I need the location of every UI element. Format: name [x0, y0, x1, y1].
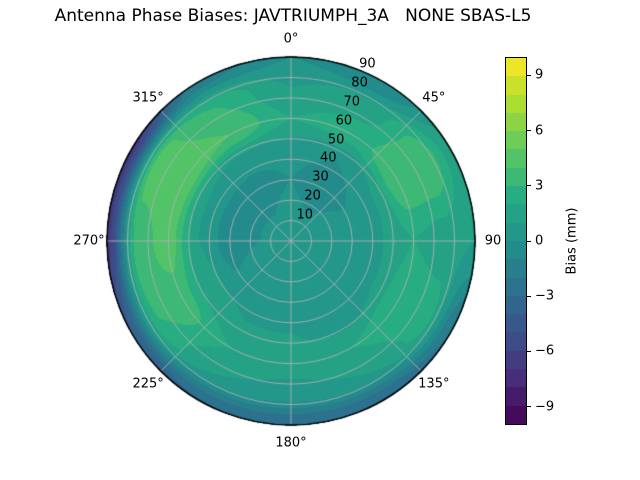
- r-tick-label: 20: [304, 188, 321, 204]
- colorbar-axis-label: Bias (mm): [564, 207, 580, 275]
- colorbar-segment: [506, 369, 526, 388]
- colorbar-segment: [506, 149, 526, 168]
- colorbar-tick-label: 9: [535, 67, 544, 83]
- theta-tick-label: 315°: [132, 90, 164, 106]
- colorbar-segment: [506, 131, 526, 150]
- colorbar-segment: [506, 240, 526, 260]
- theta-tick-label: 270°: [73, 233, 105, 249]
- r-tick-label: 50: [327, 132, 345, 148]
- theta-tick-label: 180°: [275, 435, 307, 451]
- theta-tick-label: 225°: [132, 376, 164, 392]
- r-tick-label: 70: [343, 94, 361, 110]
- colorbar-segment: [506, 259, 526, 278]
- colorbar-tickmark: [527, 295, 531, 297]
- colorbar-segment: [506, 186, 526, 205]
- colorbar-tick-label: −6: [535, 343, 555, 359]
- colorbar-segment: [506, 76, 526, 95]
- colorbar-segment: [506, 222, 526, 241]
- r-tick-label: 90: [359, 56, 376, 72]
- colorbar-segment: [506, 204, 526, 223]
- colorbar-tickmark: [527, 350, 531, 352]
- colorbar-tickmark: [527, 74, 531, 76]
- colorbar-tickmark: [527, 240, 531, 242]
- colorbar-tick-label: 0: [535, 233, 544, 249]
- colorbar-tick-label: 6: [535, 123, 544, 139]
- colorbar-tick-label: 3: [535, 178, 544, 194]
- theta-tick-label: 45°: [422, 90, 446, 106]
- r-tick-label: 30: [312, 169, 329, 185]
- colorbar-segment: [506, 314, 526, 333]
- chart-title: Antenna Phase Biases: JAVTRIUMPH_3A NONE…: [54, 6, 532, 26]
- colorbar-tickmark: [527, 185, 531, 187]
- colorbar-segment: [506, 332, 526, 351]
- theta-tick-label: 0°: [283, 31, 299, 47]
- colorbar-segment: [506, 387, 526, 406]
- colorbar-tickmark: [527, 406, 531, 408]
- colorbar-tick-label: −3: [535, 288, 555, 304]
- theta-tick-label: 90: [484, 233, 502, 249]
- theta-tick-label: 135°: [418, 376, 450, 392]
- colorbar-segment: [506, 295, 526, 315]
- colorbar: [505, 57, 527, 425]
- r-tick-label: 40: [320, 150, 337, 166]
- r-tick-label: 80: [351, 75, 368, 91]
- colorbar-segment: [506, 112, 526, 132]
- colorbar-segment: [506, 277, 526, 296]
- colorbar-tick-label: −9: [535, 399, 555, 415]
- polar-heatmap: [101, 51, 481, 431]
- colorbar-segment: [506, 405, 526, 424]
- r-tick-label: 60: [335, 113, 353, 129]
- colorbar-segment: [506, 167, 526, 187]
- colorbar-tickmark: [527, 130, 531, 132]
- colorbar-segment: [506, 350, 526, 370]
- r-tick-label: 10: [296, 207, 314, 223]
- colorbar-segment: [506, 58, 526, 77]
- colorbar-segment: [506, 94, 526, 113]
